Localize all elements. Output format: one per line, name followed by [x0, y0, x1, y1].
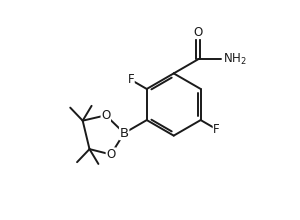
Text: O: O [194, 26, 203, 38]
Text: F: F [128, 73, 134, 86]
Text: NH$_2$: NH$_2$ [223, 52, 247, 67]
Text: F: F [213, 123, 220, 136]
Text: O: O [101, 109, 110, 122]
Text: B: B [120, 127, 129, 140]
Text: O: O [106, 148, 116, 161]
